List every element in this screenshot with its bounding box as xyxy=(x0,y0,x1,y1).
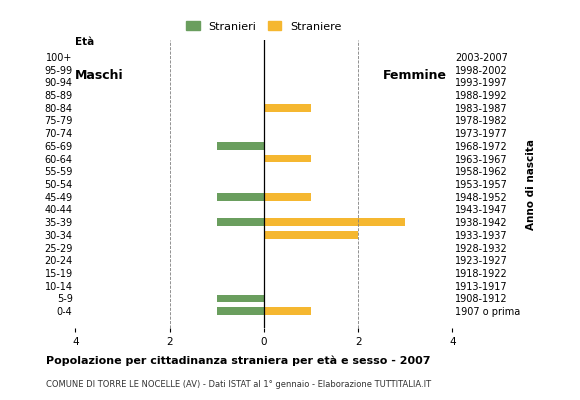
Legend: Stranieri, Straniere: Stranieri, Straniere xyxy=(182,17,346,36)
Bar xyxy=(264,218,405,226)
Bar xyxy=(217,193,264,200)
Text: Popolazione per cittadinanza straniera per età e sesso - 2007: Popolazione per cittadinanza straniera p… xyxy=(46,356,431,366)
Bar xyxy=(217,142,264,150)
Bar xyxy=(264,307,311,315)
Bar xyxy=(264,155,311,162)
Bar xyxy=(264,231,358,239)
Text: Età: Età xyxy=(75,37,95,47)
Text: Femmine: Femmine xyxy=(383,70,447,82)
Bar xyxy=(264,193,311,200)
Bar xyxy=(217,307,264,315)
Bar xyxy=(264,104,311,112)
Text: COMUNE DI TORRE LE NOCELLE (AV) - Dati ISTAT al 1° gennaio - Elaborazione TUTTIT: COMUNE DI TORRE LE NOCELLE (AV) - Dati I… xyxy=(46,380,432,389)
Bar xyxy=(217,294,264,302)
Bar xyxy=(217,218,264,226)
Y-axis label: Anno di nascita: Anno di nascita xyxy=(526,138,536,230)
Text: Maschi: Maschi xyxy=(75,70,124,82)
